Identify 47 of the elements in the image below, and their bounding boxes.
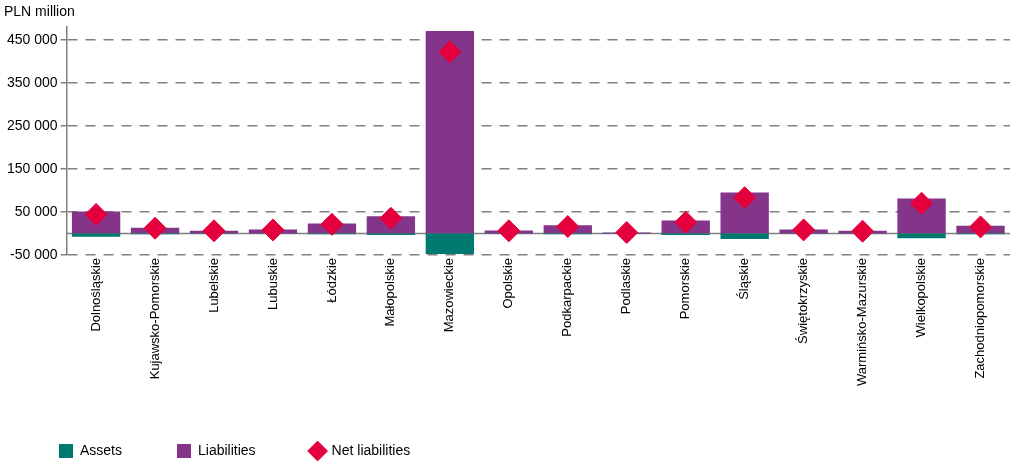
x-tick-label: Lubuskie bbox=[264, 257, 280, 310]
point bbox=[733, 186, 757, 210]
bar bbox=[720, 233, 769, 239]
point bbox=[851, 219, 875, 243]
y-axis-title: PLN million bbox=[4, 3, 75, 20]
y-tick-label: 350 000 bbox=[7, 73, 58, 90]
x-tick-label: Łódzkie bbox=[323, 257, 339, 303]
point bbox=[497, 219, 521, 243]
point bbox=[556, 215, 580, 238]
bar bbox=[897, 233, 946, 239]
x-tick-label: Warmińsko-Mazurskie bbox=[854, 257, 870, 386]
point bbox=[792, 218, 816, 242]
x-tick-label: Wielkopolskie bbox=[913, 257, 929, 338]
point bbox=[202, 219, 226, 243]
point bbox=[84, 202, 108, 226]
point bbox=[969, 215, 993, 239]
y-tick-label: 450 000 bbox=[7, 30, 58, 47]
y-tick-label: 250 000 bbox=[7, 116, 58, 133]
y-tick-label: 150 000 bbox=[7, 159, 58, 176]
x-tick-label: Kujawsko-Pomorskie bbox=[146, 257, 162, 380]
legend-label: Liabilities bbox=[198, 441, 256, 458]
y-tick-label: 50 000 bbox=[14, 202, 58, 219]
bar bbox=[425, 233, 475, 255]
x-tick-label: Mazowieckie bbox=[441, 257, 457, 333]
bar bbox=[425, 31, 475, 234]
point bbox=[910, 191, 934, 215]
y-tick-label: -50 000 bbox=[10, 245, 58, 262]
x-tick-label: Małopolskie bbox=[382, 257, 398, 327]
point bbox=[320, 212, 344, 236]
x-tick-label: Świętokrzyskie bbox=[795, 257, 811, 344]
point bbox=[615, 221, 639, 245]
point bbox=[261, 218, 285, 242]
legend-label: Net liabilities bbox=[331, 441, 411, 458]
x-tick-label: Pomorskie bbox=[677, 257, 693, 320]
x-tick-label: Zachodniopomorskie bbox=[972, 257, 988, 379]
point bbox=[379, 206, 403, 230]
legend-label: Assets bbox=[80, 441, 123, 458]
x-tick-label: Podlaskie bbox=[618, 257, 634, 315]
point bbox=[143, 216, 167, 240]
point bbox=[674, 210, 698, 234]
x-tick-label: Lubelskie bbox=[205, 257, 221, 313]
x-tick-label: Dolnośląskie bbox=[87, 257, 103, 332]
point bbox=[438, 40, 462, 64]
bar bbox=[71, 233, 121, 237]
x-tick-label: Opolskie bbox=[500, 257, 516, 309]
x-tick-label: Podkarpackie bbox=[559, 257, 575, 337]
x-tick-label: Śląskie bbox=[736, 257, 752, 300]
